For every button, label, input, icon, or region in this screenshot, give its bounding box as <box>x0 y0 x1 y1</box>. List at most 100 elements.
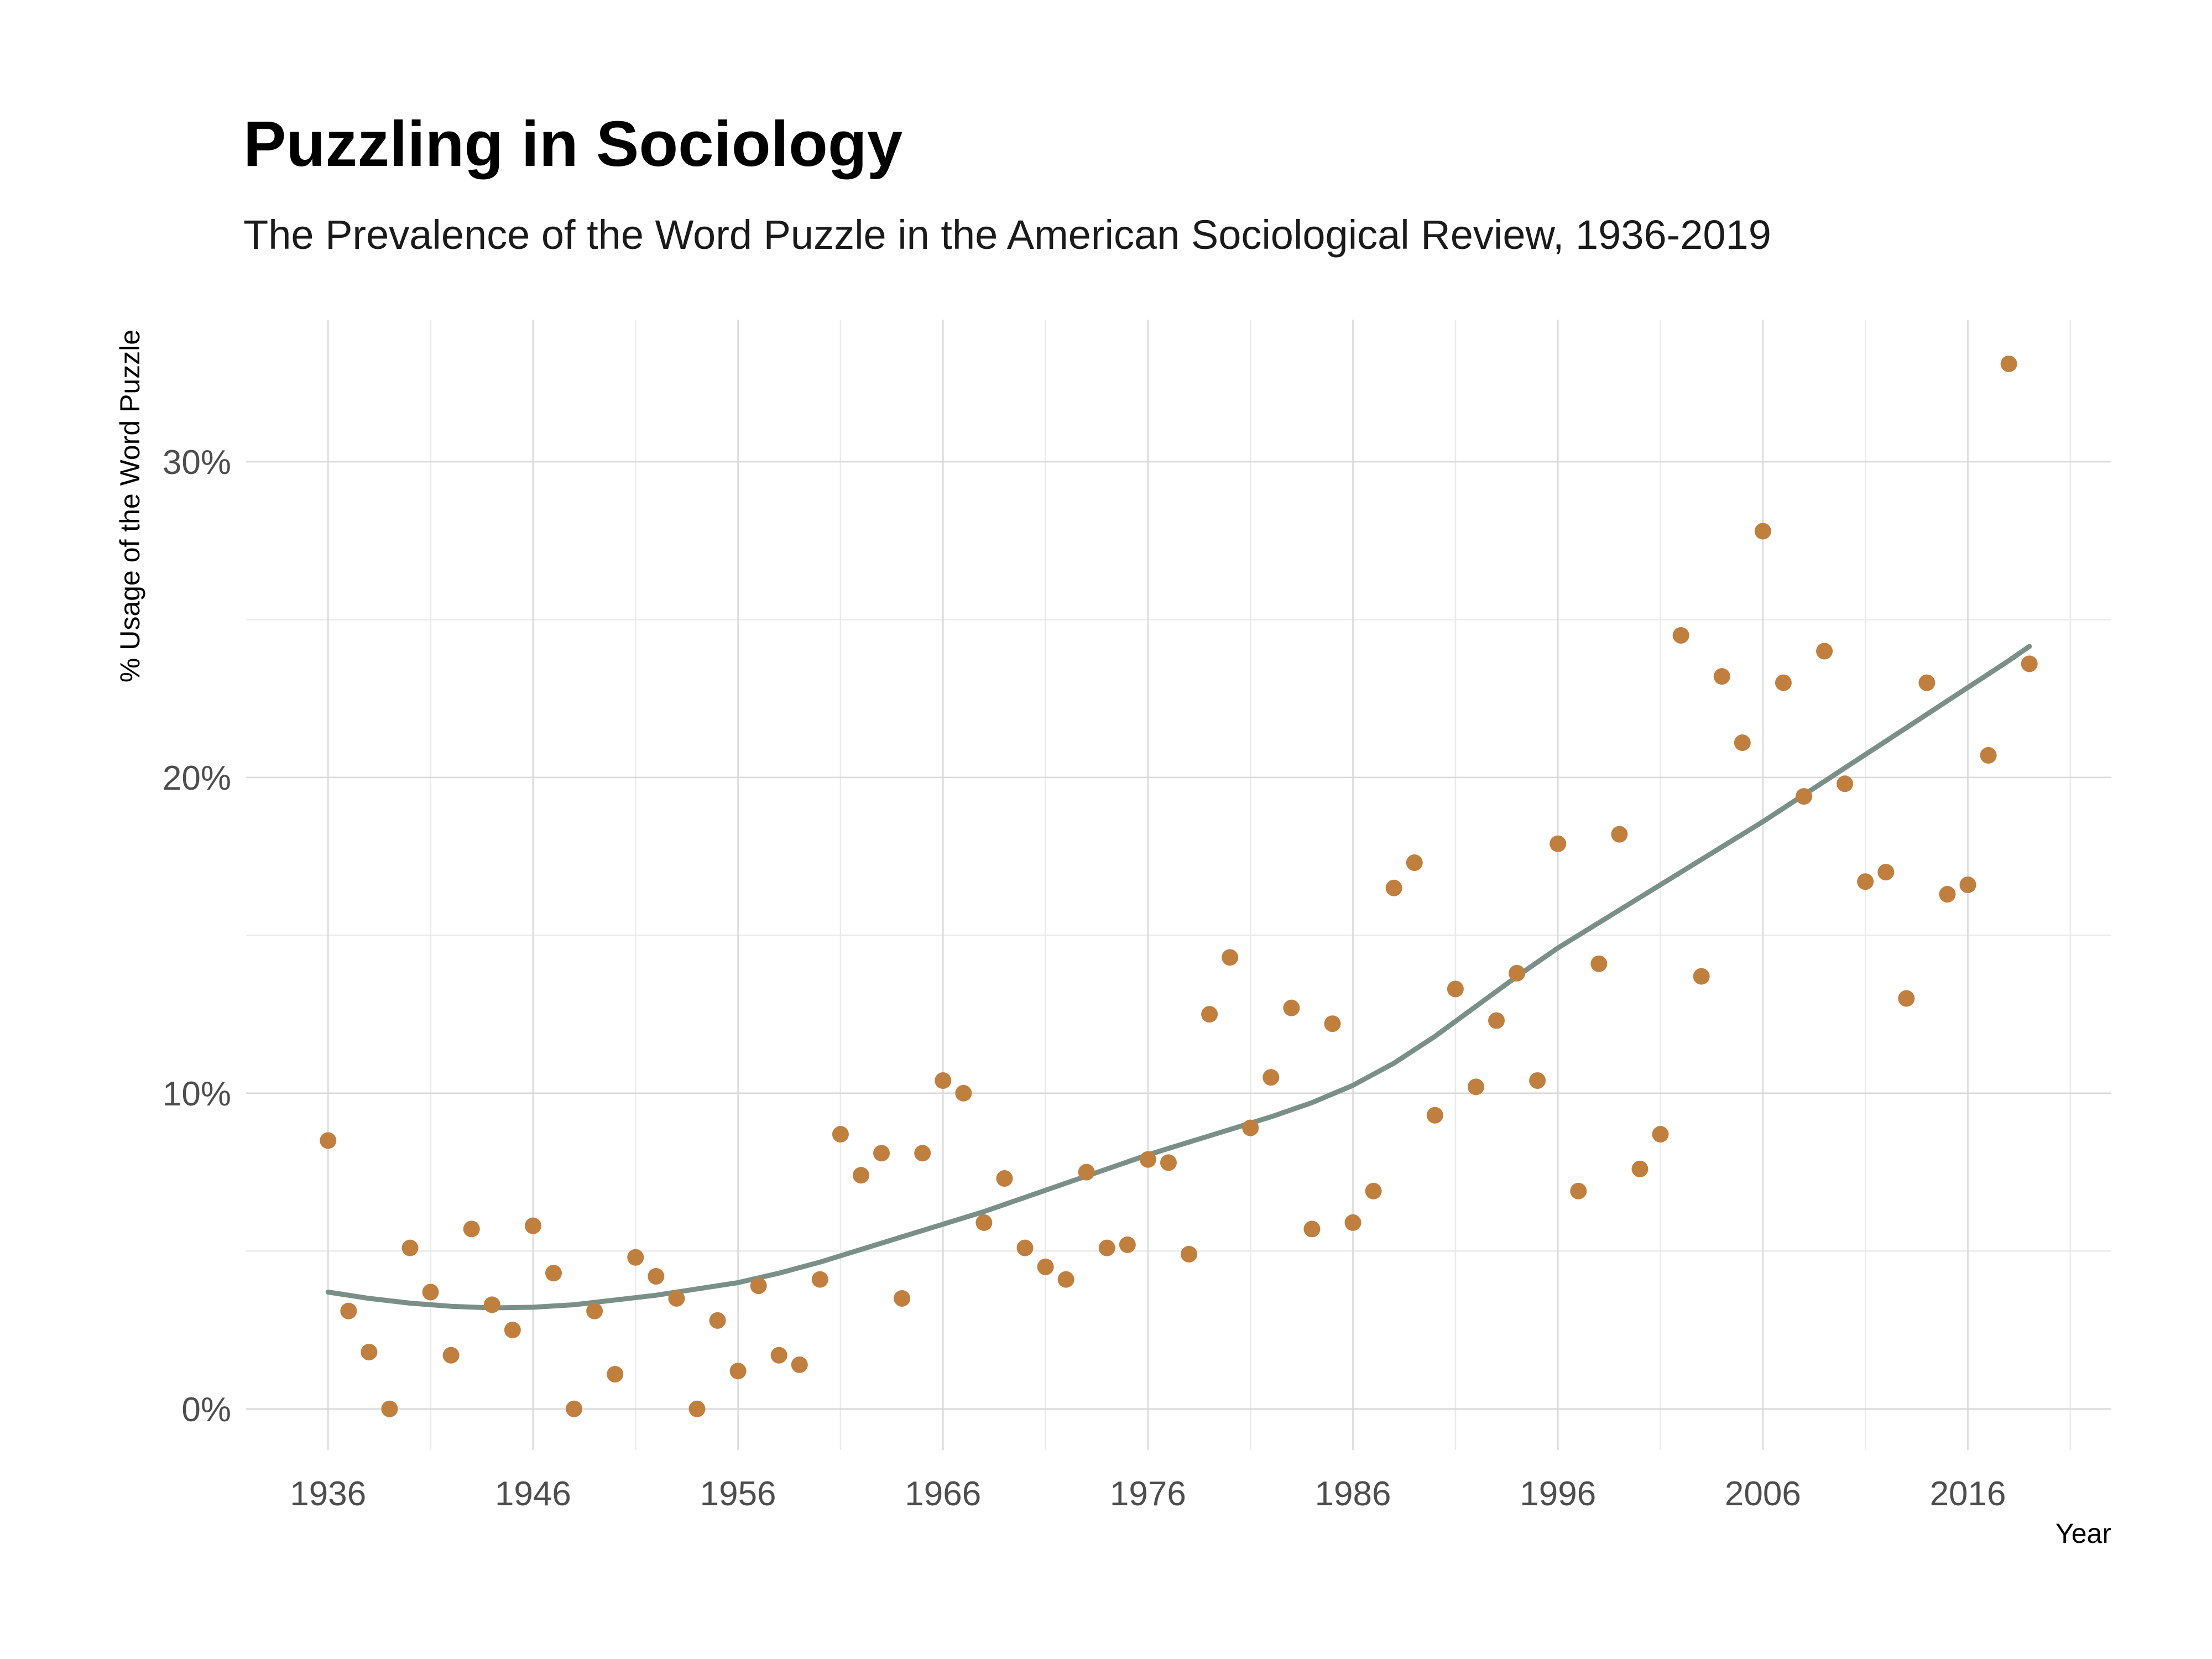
y-tick-label: 10% <box>163 1075 231 1113</box>
data-point <box>1222 949 1239 966</box>
data-point <box>1078 1164 1095 1181</box>
chart-title: Puzzling in Sociology <box>243 108 902 180</box>
data-point <box>914 1145 931 1162</box>
data-point <box>1877 864 1895 881</box>
data-point <box>1590 955 1608 972</box>
data-point <box>627 1249 644 1266</box>
data-point <box>975 1214 993 1231</box>
data-point <box>422 1284 439 1301</box>
data-point <box>1262 1069 1280 1086</box>
y-tick-label: 30% <box>163 444 231 482</box>
data-point <box>873 1145 890 1162</box>
data-point <box>1959 877 1976 893</box>
data-point <box>955 1084 972 1102</box>
chart-subtitle: The Prevalence of the Word Puzzle in the… <box>243 212 1771 258</box>
data-point <box>1631 1160 1648 1177</box>
y-tick-label: 20% <box>163 759 231 797</box>
data-point <box>852 1167 869 1184</box>
data-point <box>320 1132 337 1149</box>
x-tick-label: 2006 <box>1725 1475 1801 1513</box>
data-point <box>1529 1072 1546 1089</box>
data-point <box>1734 734 1751 752</box>
data-point <box>1426 1107 1443 1124</box>
data-point <box>586 1302 603 1319</box>
data-point <box>1980 747 1997 764</box>
data-point <box>1570 1182 1587 1199</box>
data-point <box>1488 1012 1505 1029</box>
data-point <box>463 1220 480 1238</box>
data-point <box>524 1217 541 1234</box>
data-point <box>1139 1151 1156 1168</box>
data-point <box>709 1312 726 1329</box>
data-point <box>1119 1236 1136 1253</box>
data-point <box>1057 1271 1074 1288</box>
data-point <box>1713 668 1730 685</box>
data-point <box>1037 1258 1054 1275</box>
data-point <box>361 1344 378 1361</box>
x-tick-label: 1946 <box>495 1475 571 1513</box>
x-axis-ticks: 1936 1946 1956 1966 1976 1986 1996 2006 2016 <box>290 1475 2006 1513</box>
data-point <box>832 1126 849 1143</box>
x-tick-label: 1986 <box>1315 1475 1391 1513</box>
y-tick-label: 0% <box>181 1391 231 1429</box>
data-point <box>566 1400 583 1417</box>
points-layer <box>320 355 2038 1417</box>
data-point <box>2021 655 2038 672</box>
data-point <box>442 1347 460 1364</box>
data-point <box>1672 627 1689 644</box>
x-tick-label: 2016 <box>1930 1475 2006 1513</box>
data-point <box>1447 980 1464 998</box>
data-point <box>2000 355 2017 372</box>
data-point <box>729 1363 747 1380</box>
data-point <box>1837 775 1854 792</box>
data-point <box>811 1271 828 1288</box>
data-point <box>1467 1078 1484 1095</box>
data-point <box>996 1170 1013 1187</box>
data-point <box>688 1400 706 1417</box>
y-axis-label: % Usage of the Word Puzzle <box>114 330 145 682</box>
x-axis-label: Year <box>2056 1518 2111 1549</box>
data-point <box>1693 968 1710 985</box>
data-point <box>1283 999 1300 1016</box>
data-point <box>401 1239 419 1256</box>
data-point <box>1201 1006 1218 1023</box>
data-point <box>1611 826 1628 843</box>
data-point <box>770 1347 787 1364</box>
data-point <box>1303 1220 1321 1238</box>
data-point <box>1898 990 1915 1007</box>
data-point <box>1160 1154 1177 1171</box>
grid <box>246 320 2111 1450</box>
trend-line <box>325 644 2032 1311</box>
data-point <box>1652 1126 1669 1143</box>
data-point <box>1181 1246 1198 1263</box>
data-point <box>1550 835 1567 852</box>
trend-layer <box>325 644 2032 1311</box>
data-point <box>750 1277 767 1295</box>
data-point <box>668 1290 685 1307</box>
data-point <box>1365 1182 1382 1199</box>
data-point <box>381 1400 398 1417</box>
data-point <box>1406 854 1423 872</box>
data-point <box>1775 674 1792 691</box>
data-point <box>504 1322 521 1339</box>
data-point <box>1754 523 1771 540</box>
data-point <box>607 1365 624 1383</box>
x-tick-label: 1966 <box>905 1475 981 1513</box>
data-point <box>648 1267 665 1285</box>
data-point <box>894 1290 911 1307</box>
data-point <box>1918 674 1936 691</box>
data-point <box>1939 886 1956 903</box>
data-point <box>1796 788 1813 805</box>
data-point <box>545 1265 562 1282</box>
data-point <box>340 1302 357 1319</box>
y-axis-ticks: 0% 10% 20% 30% <box>163 444 231 1429</box>
data-point <box>1385 879 1402 896</box>
data-point <box>1816 643 1833 660</box>
data-point <box>1344 1214 1361 1231</box>
x-tick-label: 1996 <box>1520 1475 1596 1513</box>
data-point <box>1242 1119 1259 1136</box>
x-tick-label: 1956 <box>700 1475 776 1513</box>
data-point <box>1857 873 1874 890</box>
data-point <box>1098 1239 1115 1256</box>
